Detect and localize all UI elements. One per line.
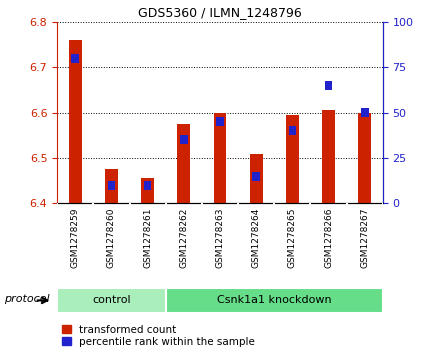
FancyBboxPatch shape <box>57 288 166 313</box>
Bar <box>361 108 369 117</box>
Bar <box>286 115 299 203</box>
Bar <box>71 54 79 63</box>
Text: GSM1278262: GSM1278262 <box>180 207 188 268</box>
Bar <box>322 110 335 203</box>
Text: GSM1278261: GSM1278261 <box>143 207 152 268</box>
Text: Csnk1a1 knockdown: Csnk1a1 knockdown <box>217 295 332 305</box>
FancyBboxPatch shape <box>166 288 383 313</box>
Text: GSM1278260: GSM1278260 <box>107 207 116 268</box>
Text: protocol: protocol <box>4 294 50 305</box>
Legend: transformed count, percentile rank within the sample: transformed count, percentile rank withi… <box>62 325 255 347</box>
Bar <box>144 181 151 189</box>
Bar <box>108 181 115 189</box>
Text: GSM1278264: GSM1278264 <box>252 207 260 268</box>
Bar <box>177 124 190 203</box>
Bar <box>216 117 224 126</box>
Text: GSM1278266: GSM1278266 <box>324 207 333 268</box>
Text: GSM1278265: GSM1278265 <box>288 207 297 268</box>
Text: GSM1278267: GSM1278267 <box>360 207 369 268</box>
Text: GSM1278263: GSM1278263 <box>216 207 224 268</box>
Bar <box>141 178 154 203</box>
Title: GDS5360 / ILMN_1248796: GDS5360 / ILMN_1248796 <box>138 6 302 19</box>
Bar <box>359 113 371 203</box>
Bar <box>180 135 187 144</box>
Text: control: control <box>92 295 131 305</box>
Bar <box>325 81 332 90</box>
Bar <box>69 40 82 203</box>
Bar <box>289 126 296 135</box>
Bar <box>214 114 226 203</box>
Text: GSM1278259: GSM1278259 <box>71 207 80 268</box>
Bar <box>250 154 263 203</box>
Bar <box>105 169 118 203</box>
Bar <box>253 172 260 180</box>
